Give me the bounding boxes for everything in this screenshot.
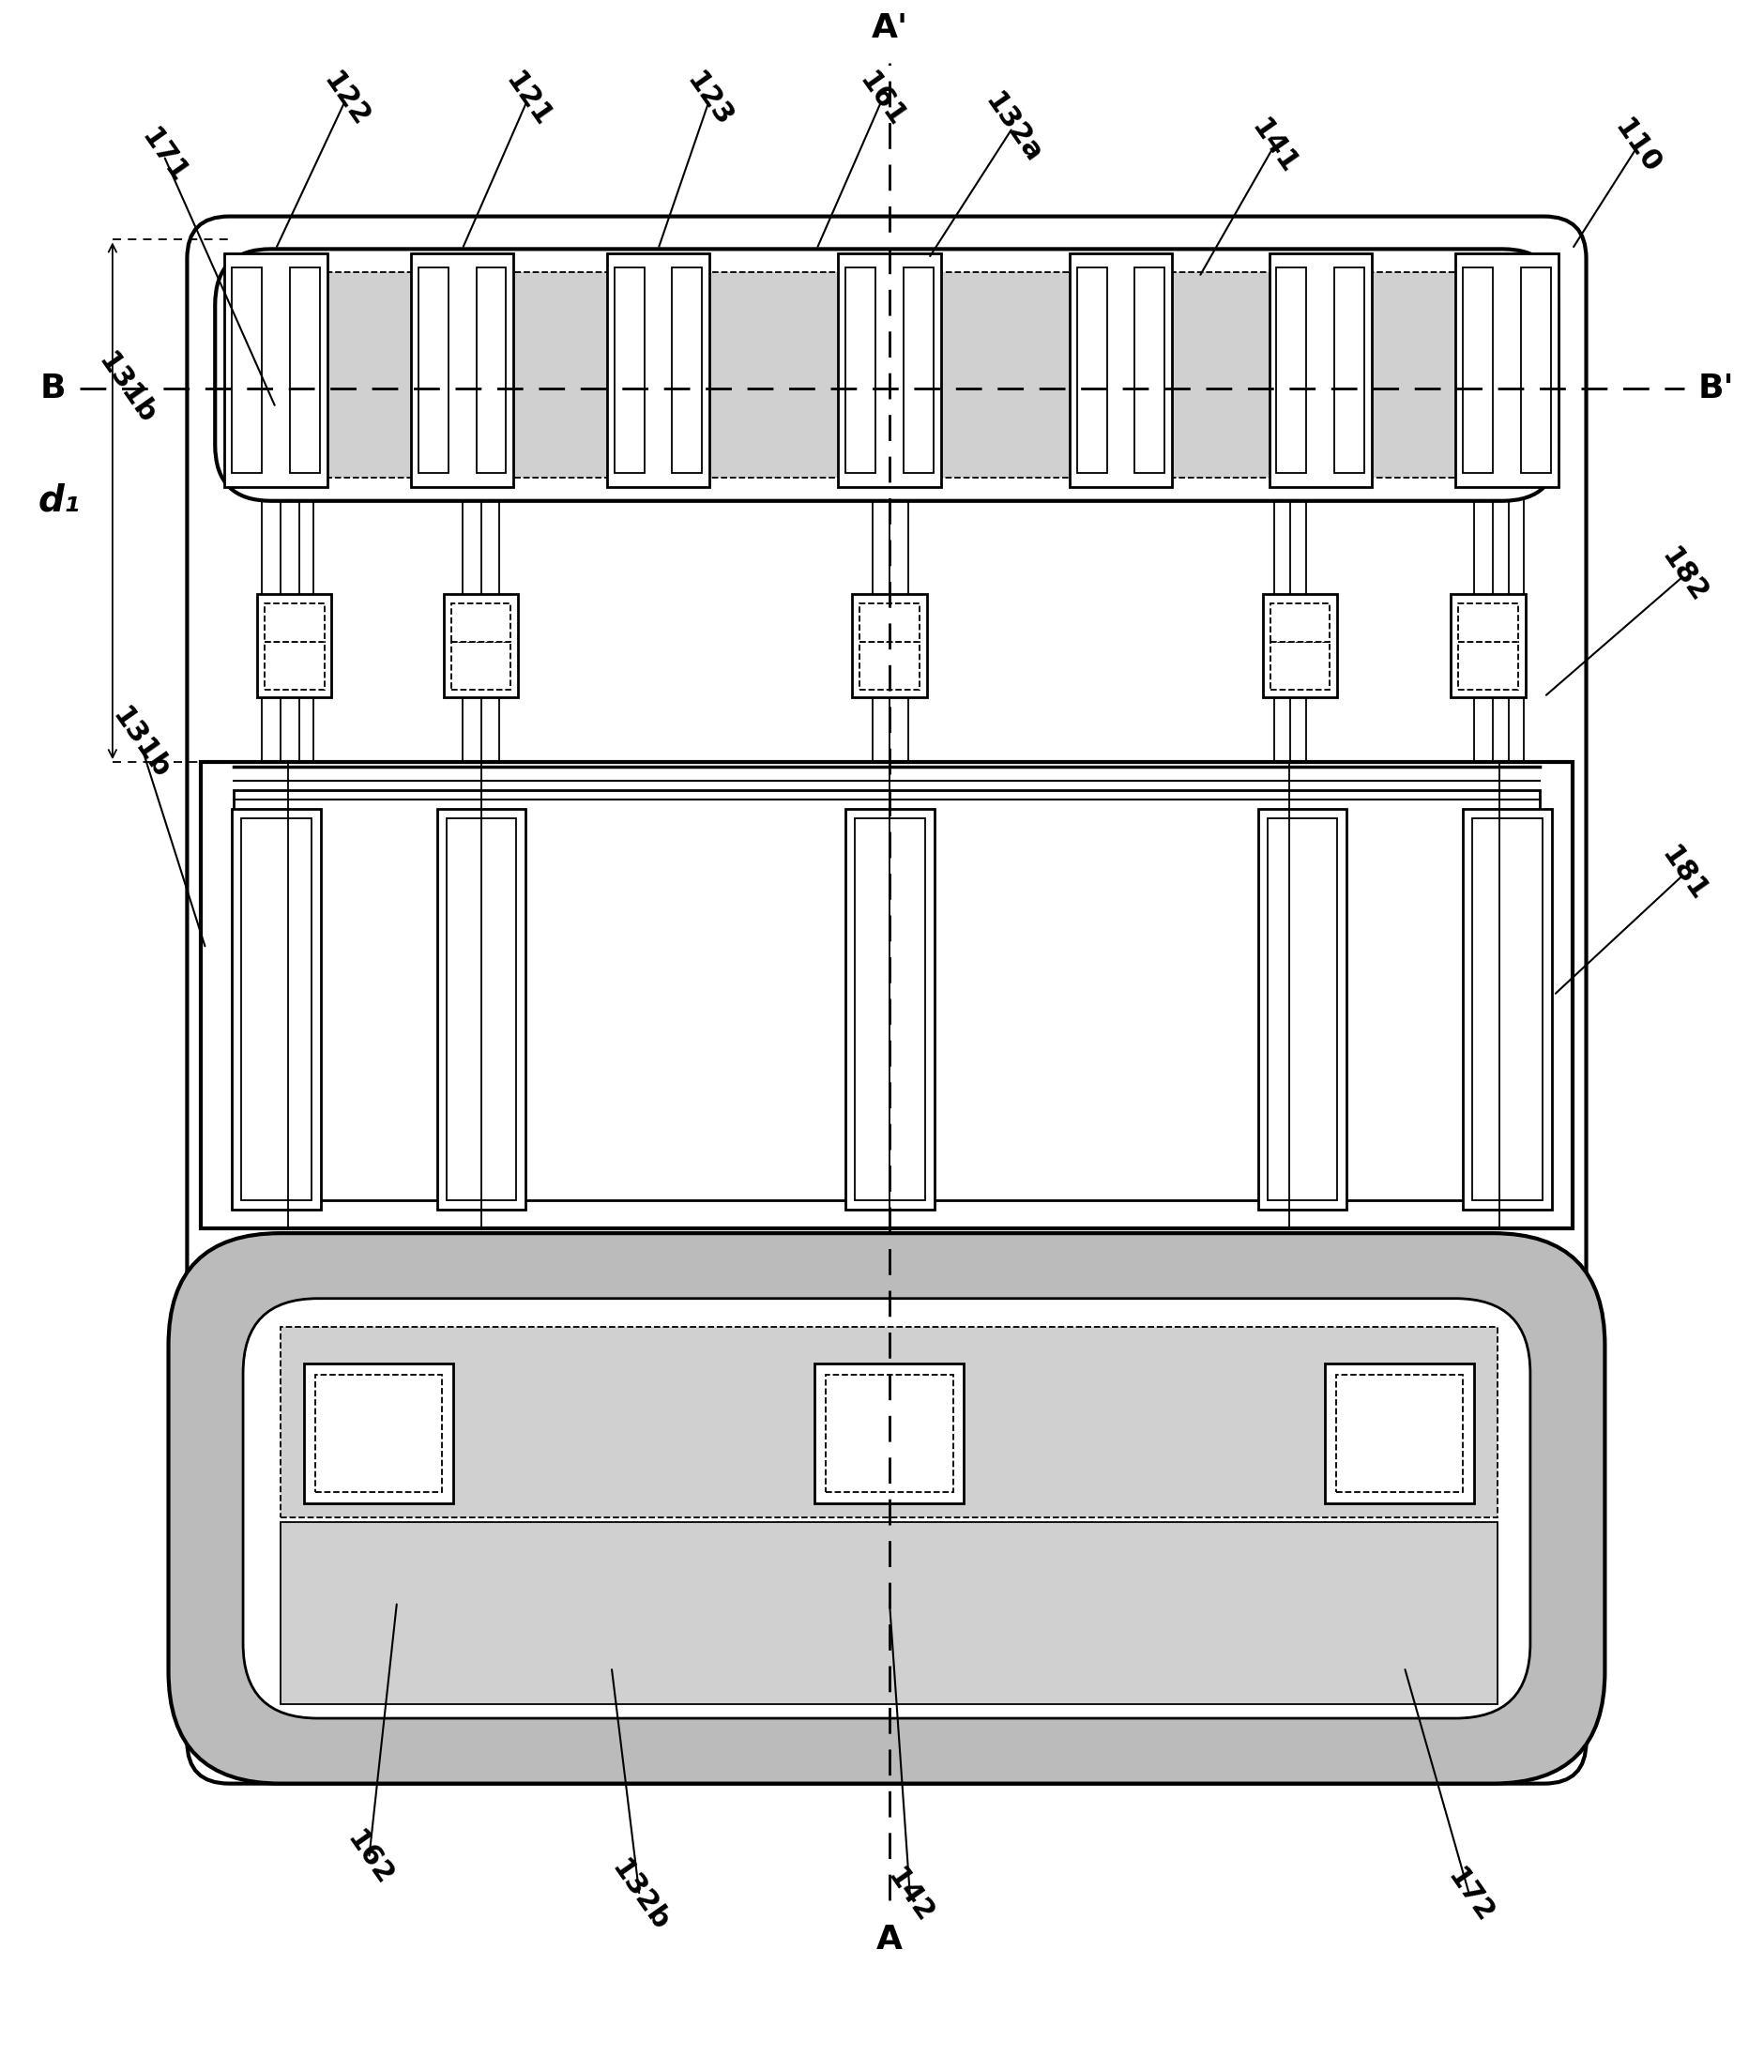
Text: 171: 171 [136,124,192,189]
Bar [607,253,709,487]
Bar [235,789,1540,1200]
Bar [280,1326,1498,1517]
Bar [280,1523,1498,1705]
Bar [1521,267,1551,472]
Bar [231,267,261,472]
Bar [1455,253,1558,487]
Text: 131b: 131b [106,702,175,783]
Text: 181: 181 [1656,841,1713,905]
Bar [1462,808,1552,1210]
Text: 110: 110 [1609,114,1665,178]
Bar [672,267,702,472]
Text: B': B' [1699,373,1734,404]
Bar [1462,267,1492,472]
Bar [1270,642,1330,690]
Bar [265,642,325,690]
Bar [1069,253,1171,487]
Bar [201,762,1572,1229]
Bar [859,603,919,642]
Text: 141: 141 [1245,114,1302,178]
Bar [303,1363,453,1504]
Bar [258,595,332,696]
FancyBboxPatch shape [187,215,1586,1784]
Text: 132b: 132b [605,1854,674,1935]
Text: A': A' [871,12,908,44]
Bar [1267,818,1337,1200]
Text: 121: 121 [499,68,556,133]
Text: 172: 172 [1441,1863,1498,1927]
Bar [1337,1376,1462,1492]
Text: 161: 161 [854,68,910,133]
Bar [1334,267,1364,472]
Text: d₁: d₁ [37,483,79,518]
Bar [614,267,644,472]
Text: 123: 123 [681,68,737,133]
Bar [903,267,933,472]
Bar [859,642,919,690]
Bar [1270,603,1330,642]
Bar [1268,253,1372,487]
Bar [1459,603,1519,642]
Bar [826,1376,953,1492]
Bar [1078,267,1106,472]
Bar [265,603,325,642]
Text: 132a: 132a [979,87,1046,168]
Bar [815,1363,965,1504]
Bar [452,603,512,642]
Bar [437,808,526,1210]
Bar [845,808,935,1210]
FancyBboxPatch shape [215,249,1558,501]
Bar [231,808,321,1210]
Bar [289,271,1484,477]
Bar [443,595,519,696]
Text: 162: 162 [340,1825,397,1890]
Bar [242,818,310,1200]
Bar [1277,267,1307,472]
Text: 122: 122 [318,68,374,133]
Bar [476,267,506,472]
Bar [1134,267,1164,472]
Bar [1452,595,1526,696]
Bar [845,267,875,472]
Bar [1263,595,1337,696]
Bar [1258,808,1346,1210]
Bar [852,595,926,696]
Text: 131b: 131b [92,348,161,429]
Bar [411,253,513,487]
Bar [446,818,517,1200]
Bar [224,253,326,487]
Text: B: B [41,373,65,404]
Bar [856,818,924,1200]
Text: 142: 142 [882,1863,938,1927]
Bar [418,267,448,472]
FancyBboxPatch shape [168,1233,1605,1784]
Bar [1459,642,1519,690]
Bar [838,253,940,487]
Text: A: A [877,1923,903,1956]
Bar [289,267,319,472]
Bar [1473,818,1542,1200]
Bar [316,1376,441,1492]
Bar [452,642,512,690]
FancyBboxPatch shape [243,1299,1529,1718]
Bar [1325,1363,1475,1504]
Text: 182: 182 [1656,543,1713,607]
